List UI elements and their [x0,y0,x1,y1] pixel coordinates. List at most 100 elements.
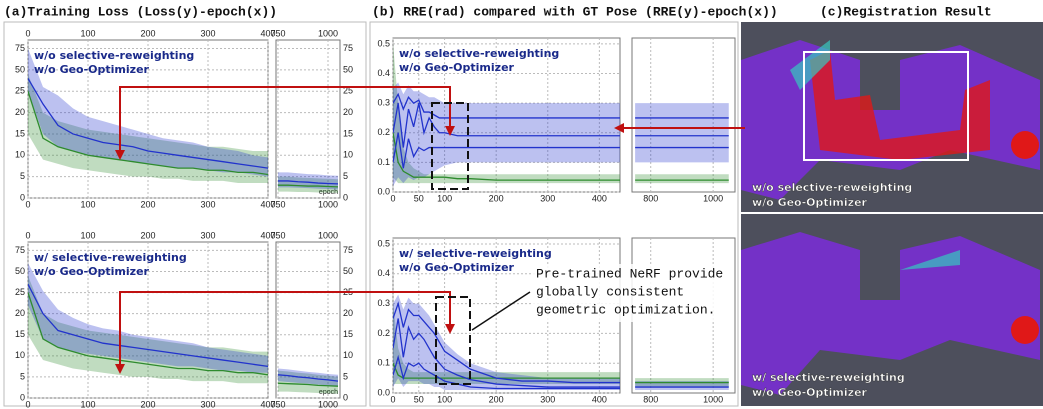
subplot-label: w/o Geo-Optimizer [34,63,150,76]
y-tick-label: 5 [343,371,348,381]
x-tick-label: 300 [540,193,555,203]
x-tick-label: 400 [592,394,607,404]
y-tick-label: 0.0 [377,186,390,196]
y-tick-label: 25 [15,86,25,96]
y-tick-label: 50 [15,64,25,74]
x-tick-label: 1000 [318,399,338,409]
y-tick-label: 10 [15,150,25,160]
x-tick-label: 100 [437,394,452,404]
x-tick-label: 300 [200,199,215,209]
panel-title: (c)Registration Result [820,4,992,19]
x-tick-label: 800 [643,193,658,203]
x-tick-label: 100 [80,28,95,38]
y-tick-label: 50 [343,64,353,74]
y-tick-label: 10 [343,150,353,160]
y-tick-label: 5 [20,171,25,181]
subplot-label: w/ selective-reweighting [34,251,187,264]
y-tick-label: 10 [343,350,353,360]
x-tick-label: 1000 [318,28,338,38]
x-tick-label: 0 [390,193,395,203]
x-tick-label: 1000 [703,394,723,404]
series-group [278,172,338,192]
subplot-label: w/o selective-reweighting [399,47,559,60]
x-tick-label: 1000 [318,199,338,209]
x-tick-label: 100 [80,399,95,409]
x-tick-label: 300 [540,394,555,404]
x-tick-label: 750 [270,28,285,38]
subplot-label: w/o Geo-Optimizer [34,265,150,278]
x-tick-label: 1000 [703,193,723,203]
y-tick-label: 15 [343,128,353,138]
x-tick-label: 0 [25,199,30,209]
subplot-label: w/o selective-reweighting [34,49,194,62]
y-tick-label: 5 [20,371,25,381]
y-tick-label: 20 [343,107,353,117]
y-tick-label: 75 [15,245,25,255]
y-tick-label: 50 [343,266,353,276]
error-band [635,174,729,183]
y-tick-label: 10 [15,350,25,360]
x-tick-label: 0 [25,230,30,240]
x-tick-label: 750 [270,199,285,209]
y-tick-label: 0.4 [377,268,390,278]
y-tick-label: 15 [15,128,25,138]
y-tick-label: 0.0 [377,387,390,397]
x-tick-label: 300 [200,28,215,38]
x-tick-label: 200 [489,394,504,404]
x-tick-label: 750 [270,230,285,240]
y-tick-label: 75 [343,43,353,53]
x-tick-label: 0 [25,28,30,38]
y-tick-label: 0.3 [377,98,390,108]
y-tick-label: 50 [15,266,25,276]
point-cloud-region [1011,316,1039,344]
image-label: w/o Geo-Optimizer [752,386,868,399]
x-tick-label: 50 [414,193,424,203]
y-tick-label: 20 [15,308,25,318]
y-tick-label: 0.2 [377,328,390,338]
error-band [635,103,729,162]
y-tick-label: 75 [15,43,25,53]
x-tick-label: 300 [200,230,215,240]
plots: 0510152025507500100100200200300300400400… [15,28,735,409]
y-tick-label: 25 [15,287,25,297]
x-tick-label: 400 [592,193,607,203]
note-text: globally consistent [536,284,684,299]
y-tick-label: 0.5 [377,238,390,248]
series-group [635,378,729,390]
y-tick-label: 0 [20,392,25,402]
y-tick-label: 20 [15,107,25,117]
x-tick-label: 200 [140,28,155,38]
y-tick-label: 15 [343,329,353,339]
y-tick-label: 0.2 [377,127,390,137]
y-tick-label: 15 [15,329,25,339]
image-label: w/o Geo-Optimizer [752,196,868,209]
y-tick-label: 20 [343,308,353,318]
x-tick-label: 300 [200,399,215,409]
y-tick-label: 5 [343,171,348,181]
panel-title: (a)Training Loss (Loss(y)-epoch(x)) [4,4,277,19]
x-tick-label: 750 [270,399,285,409]
x-tick-label: 200 [140,199,155,209]
subplot-label: w/o Geo-Optimizer [399,61,515,74]
x-tick-label: 1000 [318,230,338,240]
point-cloud-region [1011,131,1039,159]
x-tick-label: 100 [80,199,95,209]
x-tick-label: 800 [643,394,658,404]
panel-title: (b) RRE(rad) compared with GT Pose (RRE(… [372,4,778,19]
subplot-label: w/o Geo-Optimizer [399,261,515,274]
x-tick-label: 100 [80,230,95,240]
image-label: w/o selective-reweighting [752,181,912,194]
x-tick-label: 200 [140,230,155,240]
y-tick-label: 0.3 [377,298,390,308]
subplot-label: w/ selective-reweighting [399,247,552,260]
y-tick-label: 0 [343,192,348,202]
image-label: w/ selective-reweighting [752,371,905,384]
x-tick-label: 0 [390,394,395,404]
x-tick-label: 200 [489,193,504,203]
y-tick-label: 75 [343,245,353,255]
x-tick-label: 0 [25,399,30,409]
x-tick-label: 50 [414,394,424,404]
x-tick-label: 100 [437,193,452,203]
x-tick-label: 200 [140,399,155,409]
note-text: geometric optimization. [536,302,715,317]
